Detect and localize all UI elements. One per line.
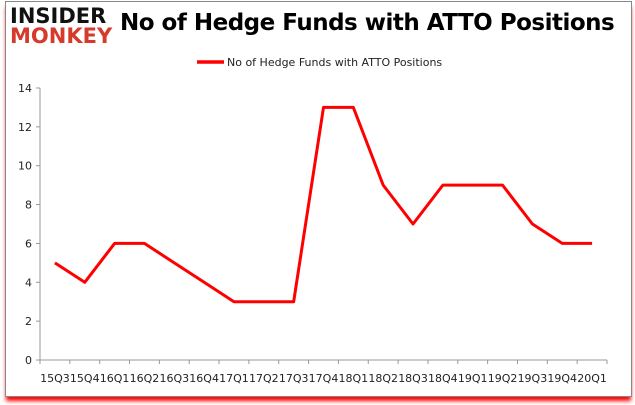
x-tick-label: 18Q1 [339,372,369,385]
y-tick-label: 10 [18,160,32,173]
x-tick-label: 16Q3 [159,372,189,385]
x-tick-label: 18Q2 [368,372,398,385]
insider-monkey-logo: INSIDER MONKEY [10,4,113,48]
x-tick-label: 16Q1 [100,372,130,385]
logo-line1: INSIDER [10,4,107,28]
y-tick-label: 4 [25,276,32,289]
x-tick-label: 15Q3 [40,372,70,385]
y-tick-label: 2 [25,315,32,328]
x-tick-label: 16Q4 [189,372,219,385]
chart-frame [5,1,632,397]
y-tick-label: 0 [25,354,32,367]
x-tick-label: 18Q4 [428,372,458,385]
y-tick-label: 8 [25,199,32,212]
x-tick-label: 17Q2 [249,372,279,385]
series-line [54,105,593,304]
x-tick-label: 15Q4 [70,372,100,385]
y-tick-label: 6 [25,237,32,250]
x-tick-label: 17Q3 [279,372,309,385]
x-tick-label: 19Q1 [458,372,488,385]
x-tick-label: 17Q4 [309,372,339,385]
x-tick-label: 16Q2 [130,372,160,385]
legend-label: No of Hedge Funds with ATTO Positions [227,56,442,69]
logo-line2: MONKEY [10,24,113,48]
x-tick-label: 19Q4 [547,372,577,385]
y-tick-label: 12 [18,121,32,134]
x-tick-label: 19Q2 [488,372,518,385]
y-tick-label: 14 [18,82,32,95]
x-tick-label: 20Q1 [577,372,607,385]
x-tick-label: 19Q3 [518,372,548,385]
x-tick-label: 17Q1 [219,372,249,385]
chart-title: No of Hedge Funds with ATTO Positions [120,10,615,36]
x-tick-label: 18Q3 [398,372,428,385]
